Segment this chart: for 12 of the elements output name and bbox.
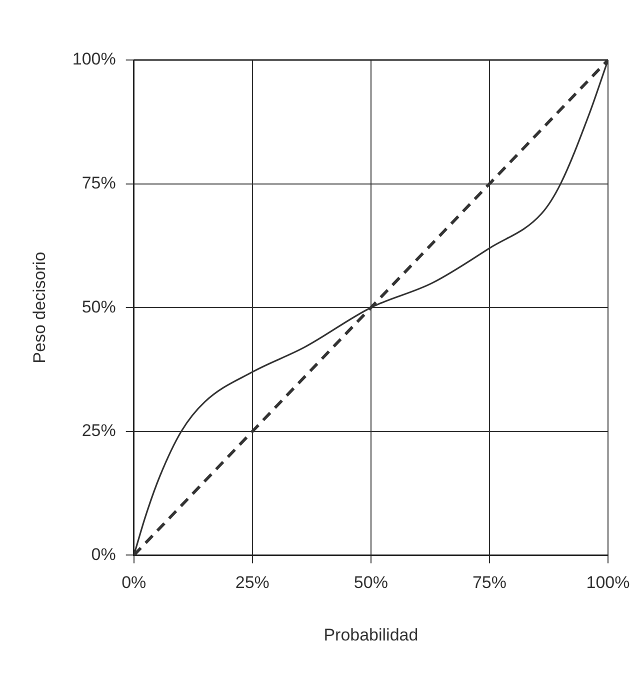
x-tick-label: 100% bbox=[586, 573, 630, 592]
y-tick-label: 25% bbox=[82, 421, 116, 440]
x-axis-title: Probabilidad bbox=[324, 625, 418, 644]
y-tick-label: 75% bbox=[82, 173, 116, 192]
x-tick-label: 25% bbox=[235, 573, 270, 592]
y-tick-label: 50% bbox=[82, 297, 116, 316]
x-tick-label: 75% bbox=[472, 573, 506, 592]
y-tick-label: 100% bbox=[72, 50, 116, 69]
y-axis-title: Peso decisorio bbox=[30, 252, 49, 364]
x-tick-label: 50% bbox=[354, 573, 388, 592]
x-tick-label: 0% bbox=[122, 573, 146, 592]
y-tick-label: 0% bbox=[91, 544, 116, 564]
